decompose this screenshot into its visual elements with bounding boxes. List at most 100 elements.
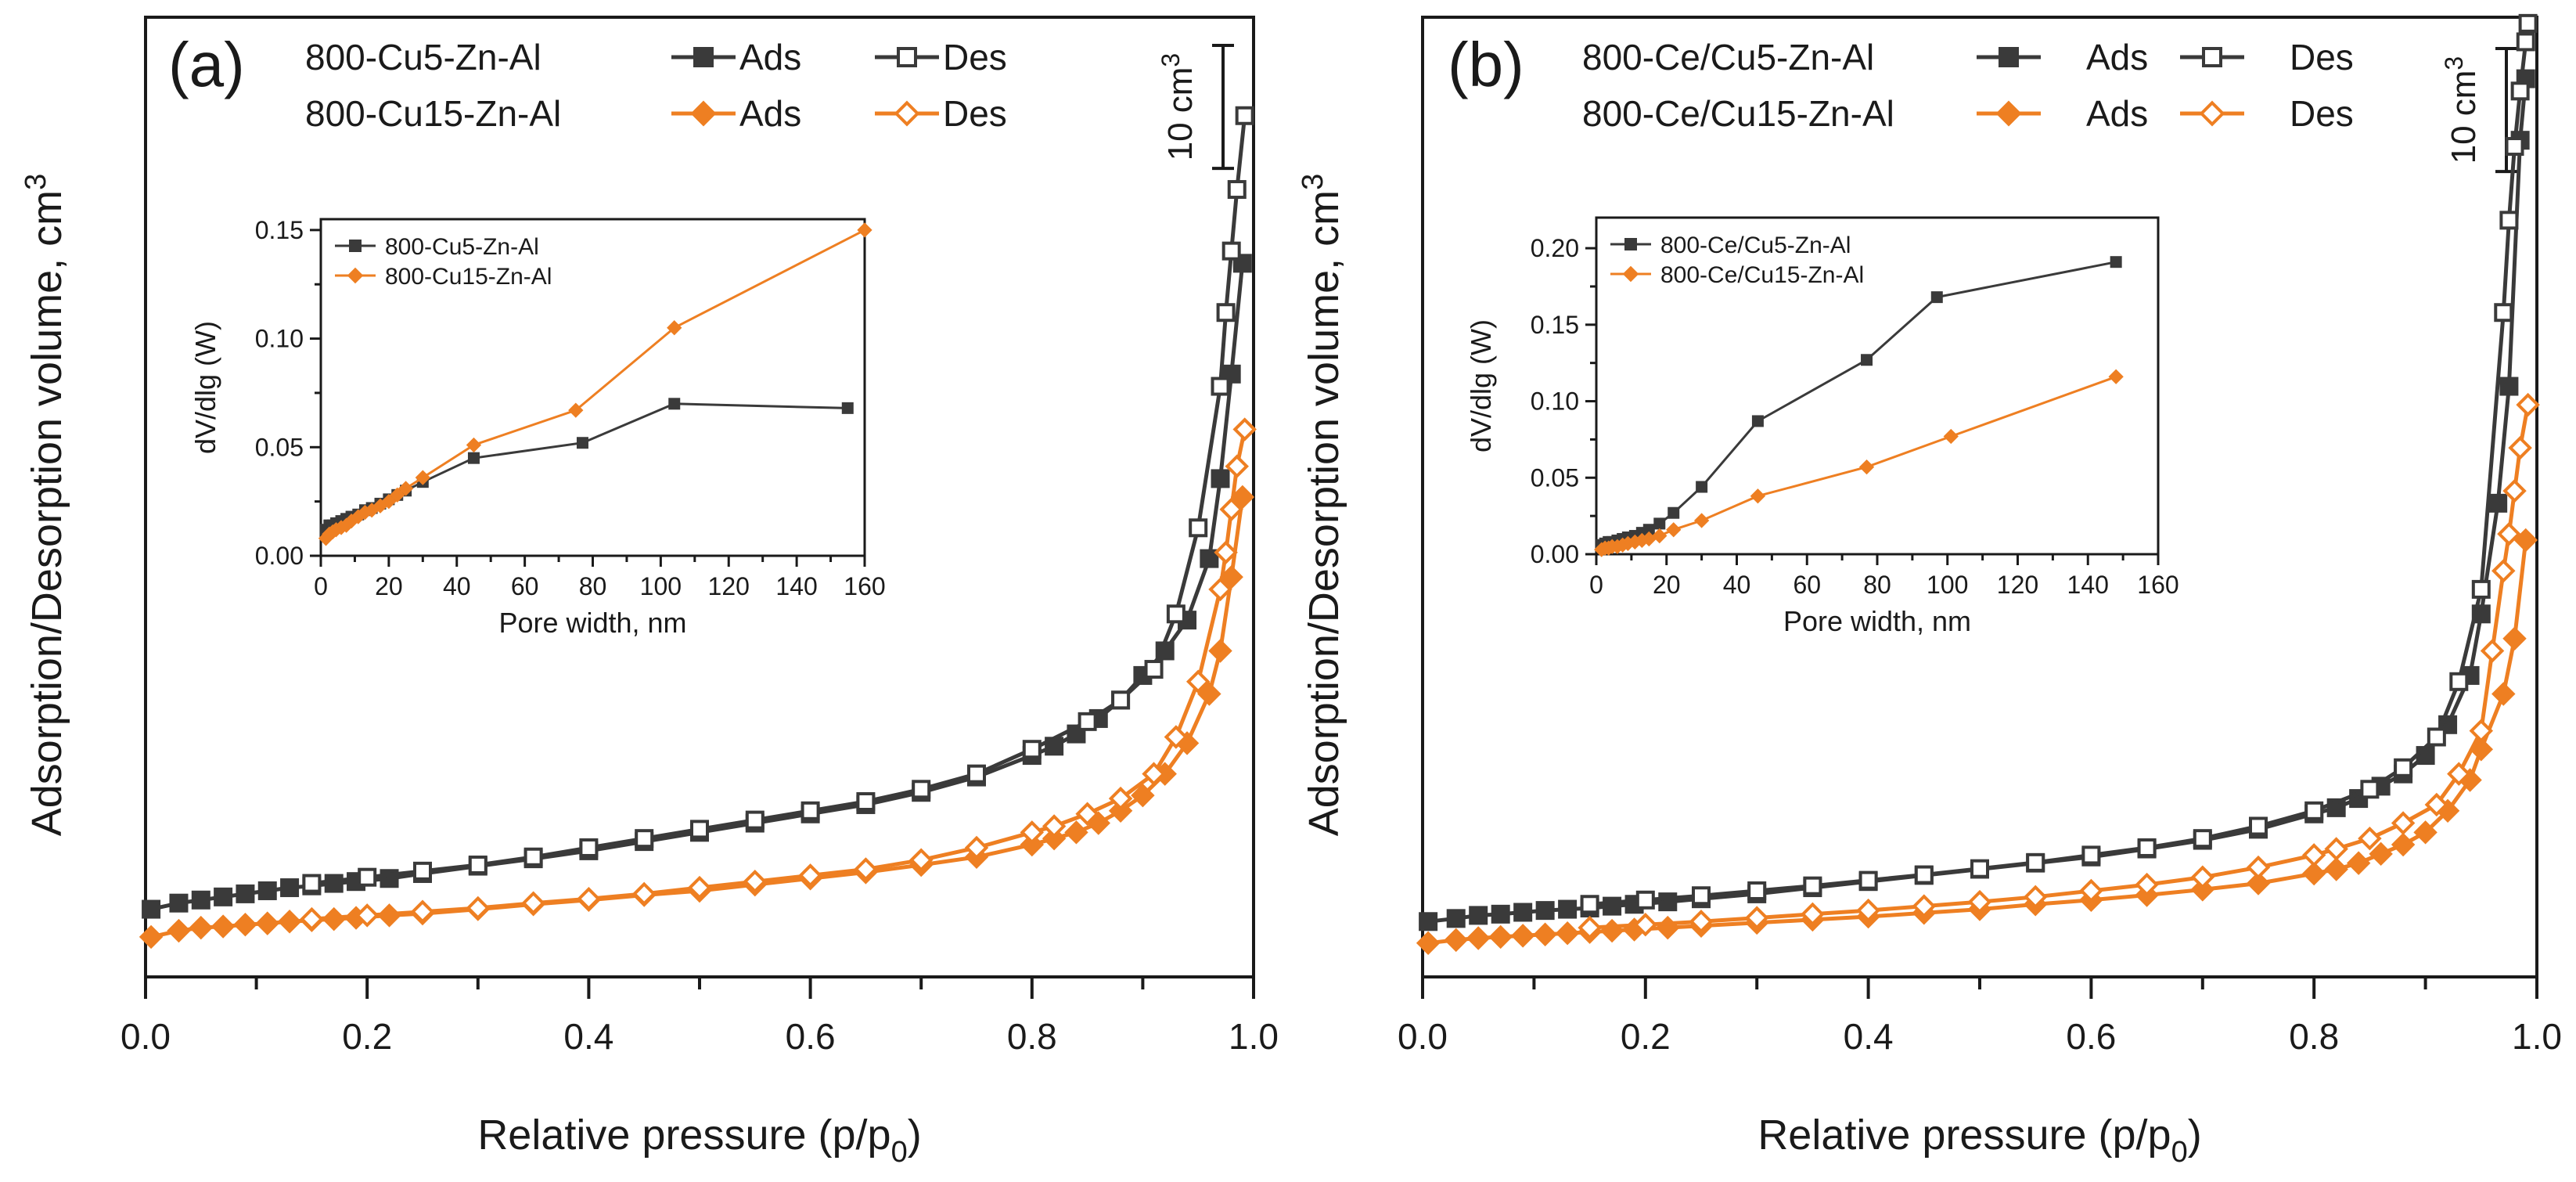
data-point bbox=[1491, 904, 1510, 924]
inset-y-tick-label: 0.05 bbox=[1531, 463, 1579, 492]
data-point bbox=[255, 911, 279, 935]
data-point bbox=[413, 861, 432, 881]
data-point bbox=[631, 881, 657, 906]
data-point bbox=[1513, 903, 1533, 922]
inset-x-tick-label: 140 bbox=[775, 572, 817, 600]
data-point bbox=[2369, 841, 2393, 867]
x-axis-label: Relative pressure (p/p0) bbox=[477, 1112, 921, 1169]
series-second-des bbox=[1578, 392, 2540, 940]
data-point bbox=[2137, 838, 2157, 857]
data-point bbox=[1235, 106, 1254, 125]
inset-data-point bbox=[1858, 459, 1875, 475]
inset-legend-marker bbox=[347, 267, 364, 284]
inset-chart: 0 20 40 60 80 100 120 140 160 0.00 0.05 0.10 0.15 0.2… bbox=[1465, 216, 2179, 637]
x-axis-label-sub: 0 bbox=[2171, 1136, 2188, 1169]
data-point bbox=[257, 881, 277, 900]
inset-legend-marker bbox=[1624, 238, 1637, 250]
data-point bbox=[1488, 924, 1513, 950]
data-point bbox=[801, 801, 820, 820]
data-point bbox=[1692, 886, 1711, 906]
x-axis-label-main: Relative pressure (p/p bbox=[1758, 1112, 2171, 1159]
inset-y-tick-label: 0.00 bbox=[1531, 540, 1579, 568]
series-first-ads bbox=[1419, 69, 2535, 932]
data-point bbox=[854, 857, 878, 881]
data-point bbox=[142, 899, 161, 919]
legend-ads-label: Ads bbox=[739, 37, 801, 77]
data-point bbox=[745, 810, 765, 830]
legend-des-marker bbox=[2199, 100, 2225, 127]
series-line bbox=[1589, 23, 2531, 906]
data-point bbox=[1689, 910, 1714, 934]
inset-data-point bbox=[1666, 522, 1682, 538]
x-tick-label: 0.2 bbox=[342, 1016, 392, 1057]
x-tick-label: 0.6 bbox=[2066, 1016, 2116, 1057]
data-point bbox=[908, 848, 934, 872]
data-point bbox=[2488, 493, 2508, 513]
data-point bbox=[1216, 303, 1236, 323]
data-point bbox=[1510, 924, 1535, 948]
legend-ads-label: Ads bbox=[2086, 37, 2148, 77]
data-point bbox=[635, 829, 654, 849]
panel-a: 0.0 0.2 0.4 0.6 0.8 1.0 Relative pressure (p/p… bbox=[20, 16, 1279, 1169]
data-point bbox=[2391, 832, 2416, 857]
data-point bbox=[1419, 912, 1438, 932]
data-point bbox=[2190, 865, 2215, 889]
inset-x-tick-label: 80 bbox=[1863, 571, 1891, 599]
legend-des-marker bbox=[2202, 47, 2222, 67]
data-point bbox=[1580, 895, 1599, 914]
data-point bbox=[1747, 881, 1767, 900]
data-point bbox=[2079, 878, 2103, 903]
series-second-des bbox=[300, 417, 1257, 932]
panel-b: 0.0 0.2 0.4 0.6 0.8 1.0 Relative pressure (p/p… bbox=[1297, 13, 2562, 1169]
data-point bbox=[1208, 577, 1232, 602]
data-point bbox=[1185, 669, 1211, 694]
inset-series-line bbox=[1601, 375, 2117, 551]
data-point bbox=[2491, 559, 2516, 583]
inset-y-axis-label: dV/dlg (W) bbox=[1465, 319, 1497, 452]
inset-data-point bbox=[390, 487, 405, 503]
data-point bbox=[1214, 540, 1238, 564]
data-point bbox=[1856, 898, 1880, 923]
data-point bbox=[300, 906, 324, 932]
legend-ads-marker bbox=[693, 47, 714, 67]
data-point bbox=[579, 838, 599, 857]
data-point bbox=[1221, 241, 1241, 261]
legend-sample-label: 800-Cu15-Zn-Al bbox=[305, 93, 561, 134]
data-point bbox=[2497, 521, 2521, 546]
data-point bbox=[2469, 719, 2494, 743]
data-point bbox=[1970, 859, 1989, 878]
inset-data-point bbox=[467, 452, 480, 464]
data-point bbox=[1108, 798, 1133, 823]
data-point bbox=[2499, 377, 2519, 396]
data-point bbox=[2508, 435, 2532, 460]
data-point bbox=[2516, 392, 2540, 417]
series-first-des bbox=[1580, 13, 2538, 914]
data-point bbox=[1208, 639, 1232, 663]
data-point bbox=[167, 918, 191, 943]
inset-legend-label: 800-Ce/Cu5-Zn-Al bbox=[1660, 232, 1851, 258]
data-point bbox=[2518, 13, 2538, 33]
inset-x-tick-label: 120 bbox=[708, 572, 750, 600]
data-point bbox=[690, 820, 709, 839]
scale-bar-label: 10 cm3 bbox=[1157, 53, 1200, 161]
data-point bbox=[2324, 857, 2348, 881]
data-point bbox=[1042, 814, 1067, 838]
y-axis-label-sup: 3 bbox=[20, 174, 52, 190]
data-point bbox=[1635, 890, 1655, 910]
data-point bbox=[577, 886, 601, 911]
data-point bbox=[2510, 81, 2530, 101]
data-point bbox=[189, 915, 214, 940]
inset-data-point bbox=[2110, 256, 2122, 268]
data-point bbox=[1469, 906, 1488, 925]
data-point bbox=[521, 891, 545, 915]
x-tick-label: 0.0 bbox=[1398, 1016, 1448, 1057]
data-point bbox=[1555, 921, 1580, 946]
data-point bbox=[856, 792, 876, 812]
inset-y-tick-label: 0.00 bbox=[255, 542, 304, 570]
data-point bbox=[1912, 894, 1937, 918]
data-point bbox=[210, 914, 236, 939]
inset-data-point bbox=[667, 320, 682, 336]
series-line bbox=[311, 429, 1247, 921]
scale-bar-label: 10 cm3 bbox=[2440, 56, 2483, 164]
data-point bbox=[1022, 740, 1042, 759]
